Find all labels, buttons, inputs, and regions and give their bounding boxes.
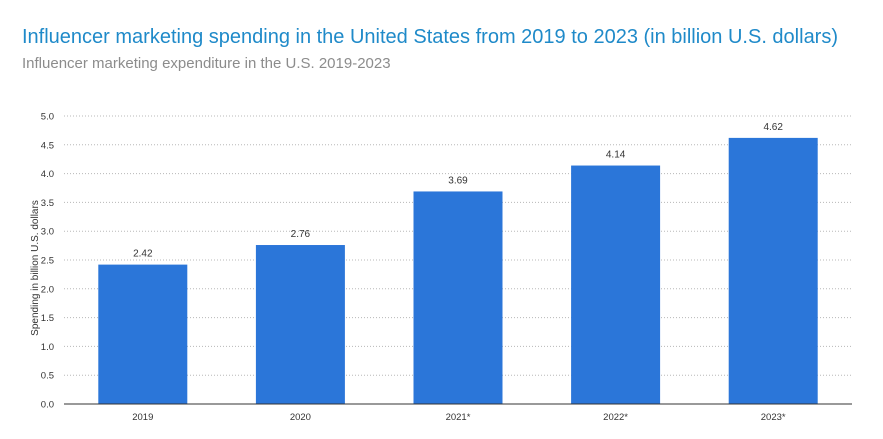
- y-tick-label: 0.0: [41, 400, 54, 411]
- x-tick-label: 2019: [132, 412, 153, 423]
- bars: [98, 137, 818, 404]
- bar[interactable]: [728, 137, 818, 404]
- chart-title: Influencer marketing spending in the Uni…: [22, 26, 839, 48]
- y-axis-ticks: 0.0 0.5 1.0 1.5 2.0 2.5 3.0 3.5 4.0 4.5 5.0: [41, 112, 54, 411]
- x-tick-label: 2023*: [761, 412, 786, 423]
- y-tick-label: 0.5: [41, 371, 54, 382]
- chart-subtitle: Influencer marketing expenditure in the …: [22, 55, 391, 72]
- y-axis-title: Spending in billion U.S. dollars: [30, 200, 41, 336]
- bar-value-label: 2.76: [291, 229, 311, 240]
- y-tick-label: 3.0: [41, 227, 54, 238]
- bar[interactable]: [571, 165, 661, 404]
- bar[interactable]: [255, 245, 345, 404]
- x-axis-ticks: 2019 2020 2021* 2022* 2023*: [132, 412, 786, 423]
- y-tick-label: 3.5: [41, 198, 54, 209]
- y-tick-label: 2.0: [41, 284, 54, 295]
- y-tick-label: 5.0: [41, 112, 54, 123]
- y-tick-label: 1.5: [41, 313, 54, 324]
- bar[interactable]: [98, 264, 188, 404]
- data-labels: 2.42 2.76 3.69 4.14 4.62: [133, 122, 783, 260]
- bar[interactable]: [413, 191, 503, 404]
- bar-value-label: 3.69: [448, 175, 468, 186]
- y-tick-label: 4.5: [41, 140, 54, 151]
- bar-value-label: 4.62: [763, 122, 783, 133]
- x-tick-label: 2020: [290, 412, 311, 423]
- bar-value-label: 2.42: [133, 249, 153, 260]
- x-tick-label: 2021*: [446, 412, 471, 423]
- x-tick-label: 2022*: [603, 412, 628, 423]
- y-tick-label: 4.0: [41, 169, 54, 180]
- y-tick-label: 1.0: [41, 342, 54, 353]
- bar-value-label: 4.14: [606, 150, 626, 161]
- y-tick-label: 2.5: [41, 256, 54, 267]
